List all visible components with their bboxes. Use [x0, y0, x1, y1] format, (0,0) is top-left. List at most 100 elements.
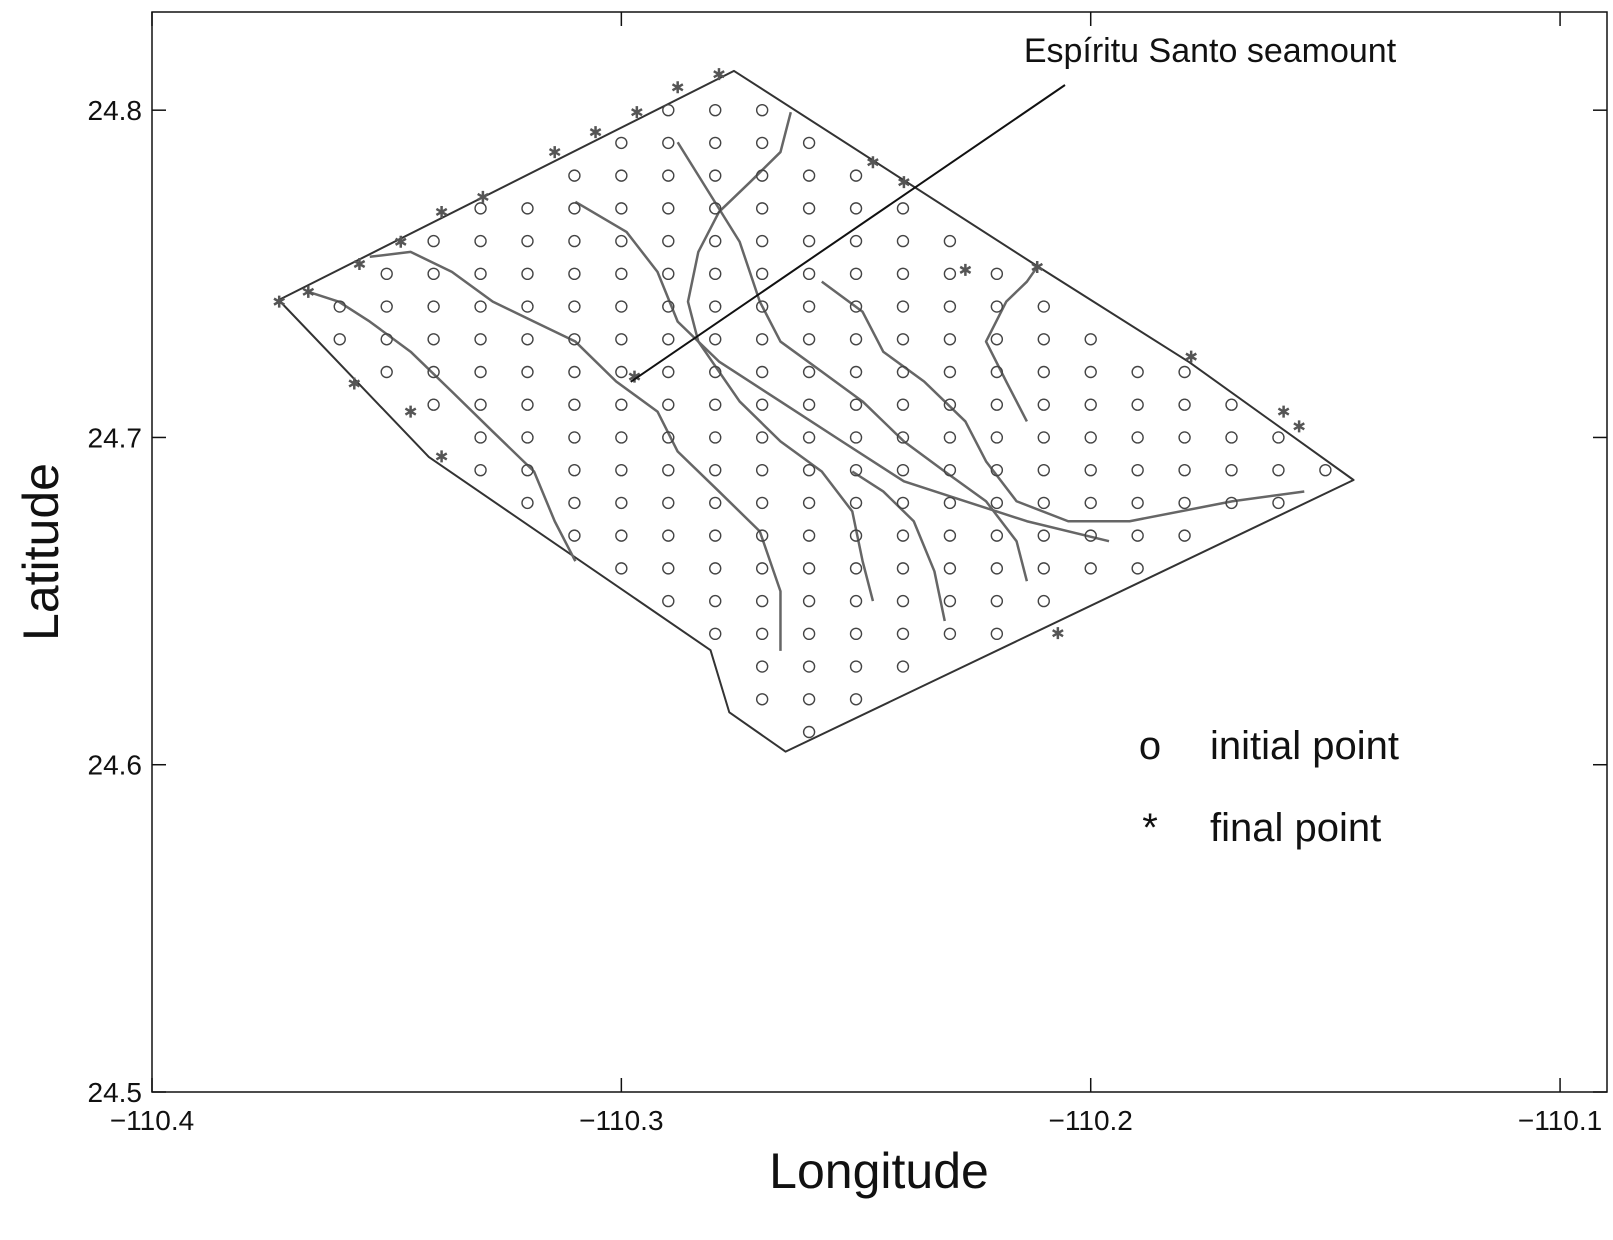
initial-point	[474, 300, 487, 313]
initial-point	[1178, 431, 1191, 444]
initial-point	[568, 169, 581, 182]
initial-point	[521, 398, 534, 411]
x-tick-label: −110.1	[1518, 1105, 1602, 1136]
initial-point	[380, 365, 393, 379]
x-axis-label: Longitude	[769, 1143, 989, 1199]
initial-point	[896, 234, 910, 248]
initial-point	[709, 496, 722, 510]
initial-point	[802, 594, 816, 608]
initial-point	[896, 300, 910, 313]
initial-point	[755, 333, 769, 346]
initial-point	[380, 300, 393, 313]
initial-point	[1178, 398, 1191, 411]
initial-point	[709, 234, 722, 248]
initial-point	[474, 398, 487, 411]
trajectory	[984, 266, 1039, 422]
annotation-text: Espíritu Santo seamount	[1024, 32, 1397, 70]
initial-point	[896, 463, 910, 477]
initial-point	[521, 267, 534, 281]
initial-point	[662, 103, 675, 117]
initial-point	[802, 529, 816, 542]
initial-point	[990, 333, 1004, 346]
initial-point	[709, 431, 722, 444]
trajectory	[821, 280, 1305, 523]
initial-point	[990, 529, 1004, 542]
final-point	[394, 235, 407, 248]
initial-point	[1131, 365, 1144, 379]
initial-point	[1131, 398, 1144, 411]
initial-point	[802, 693, 816, 706]
initial-point	[662, 398, 675, 411]
initial-point	[615, 431, 628, 444]
initial-point	[755, 103, 769, 117]
initial-point	[568, 202, 581, 215]
final-point	[302, 285, 315, 298]
initial-point	[755, 463, 769, 477]
initial-point	[990, 300, 1004, 313]
initial-point	[1037, 398, 1050, 411]
initial-point	[615, 562, 628, 575]
initial-point	[849, 169, 863, 182]
initial-point	[662, 529, 675, 542]
final-point	[589, 126, 602, 139]
initial-point	[802, 431, 816, 444]
final-point	[867, 156, 879, 169]
initial-point	[802, 496, 816, 510]
initial-point	[662, 365, 675, 379]
initial-point	[662, 333, 675, 346]
initial-point	[709, 103, 722, 117]
initial-point	[896, 431, 910, 444]
initial-point	[1178, 463, 1191, 477]
final-point	[273, 295, 286, 308]
initial-point	[990, 267, 1004, 281]
y-tick-label: 24.7	[88, 422, 143, 453]
initial-point	[849, 333, 863, 346]
initial-point	[896, 333, 910, 346]
initial-point	[709, 529, 722, 542]
initial-point	[755, 627, 769, 641]
initial-point	[333, 300, 346, 313]
initial-point	[1084, 562, 1097, 575]
initial-point	[709, 562, 722, 575]
legend-symbol: o	[1139, 724, 1161, 768]
initial-point	[755, 300, 769, 313]
y-tick-label: 24.6	[88, 750, 143, 781]
initial-point	[568, 398, 581, 411]
initial-point	[615, 365, 628, 379]
initial-point	[849, 398, 863, 411]
initial-point	[802, 627, 816, 641]
final-point	[898, 176, 910, 189]
initial-point	[1225, 463, 1238, 477]
initial-point	[615, 398, 628, 411]
initial-point	[802, 267, 816, 281]
trajectory	[686, 111, 875, 602]
initial-point	[662, 496, 675, 510]
initial-point	[427, 333, 440, 346]
initial-point	[1225, 398, 1238, 411]
initial-point	[802, 234, 816, 248]
initial-point	[662, 169, 675, 182]
initial-point	[1037, 431, 1050, 444]
legend-label: initial point	[1210, 724, 1399, 768]
initial-point	[943, 496, 957, 510]
initial-point	[427, 234, 440, 248]
initial-point	[662, 431, 675, 444]
final-point	[404, 405, 417, 418]
initial-point	[755, 562, 769, 575]
initial-point	[615, 169, 628, 182]
initial-point	[615, 300, 628, 313]
trajectory	[574, 200, 1110, 543]
trajectory	[278, 69, 1355, 753]
initial-point	[1178, 496, 1191, 510]
initial-point	[1084, 496, 1097, 510]
initial-point	[709, 136, 722, 150]
initial-point	[1084, 365, 1097, 379]
initial-point	[755, 431, 769, 444]
initial-point	[521, 365, 534, 379]
initial-point	[802, 463, 816, 477]
final-point	[959, 263, 972, 276]
initial-point	[849, 496, 863, 510]
final-point	[1293, 420, 1305, 433]
initial-point	[943, 365, 957, 379]
